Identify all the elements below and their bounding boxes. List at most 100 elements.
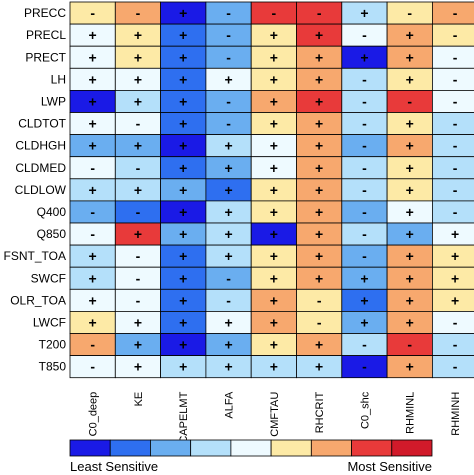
- cell-sign: +: [270, 160, 278, 176]
- cell-sign: +: [89, 116, 97, 132]
- cell-sign: +: [179, 359, 187, 375]
- cell-sign: -: [136, 270, 141, 286]
- cell-sign: -: [272, 5, 277, 21]
- legend-swatch: [190, 439, 232, 457]
- cell-sign: +: [406, 314, 414, 330]
- cell-sign: +: [270, 248, 278, 264]
- cell-sign: -: [407, 337, 412, 353]
- cell-sign: +: [224, 182, 232, 198]
- column-label: CAPELMT: [178, 391, 190, 443]
- cell-sign: +: [179, 93, 187, 109]
- legend-high-label: Most Sensitive: [347, 459, 432, 474]
- cell-sign: +: [315, 337, 323, 353]
- cell-sign: +: [89, 27, 97, 43]
- column-labels: C0_deep KE CAPELMT ALFA CMFTAU RHCRIT C0_shc RH…: [88, 391, 462, 444]
- cell-sign: +: [315, 248, 323, 264]
- cell-sign: -: [226, 5, 231, 21]
- cell-sign: +: [179, 314, 187, 330]
- cell-sign: +: [179, 270, 187, 286]
- cell-sign: -: [362, 71, 367, 87]
- cell-sign: -: [453, 5, 458, 21]
- cell-sign: +: [179, 5, 187, 21]
- cell-sign: +: [360, 49, 368, 65]
- cell-sign: +: [406, 116, 414, 132]
- cell-sign: +: [179, 71, 187, 87]
- cell-sign: +: [270, 71, 278, 87]
- cell-sign: +: [179, 138, 187, 154]
- cell-sign: -: [362, 359, 367, 375]
- cell-sign: +: [270, 292, 278, 308]
- row-labels: PRECC PRECL PRECT LH LWP CLDTOT CLDHGH CLDMED CL…: [4, 6, 67, 374]
- legend-swatch: [230, 439, 272, 457]
- cell-sign: +: [224, 71, 232, 87]
- cell-sign: +: [179, 204, 187, 220]
- column-label: ALFA: [224, 391, 236, 419]
- cell-sign: +: [134, 182, 142, 198]
- cell-sign: +: [315, 71, 323, 87]
- cell-sign: -: [226, 116, 231, 132]
- row-label: LWP: [41, 94, 66, 108]
- cell-sign: -: [90, 204, 95, 220]
- cell-sign: +: [179, 337, 187, 353]
- cell-sign: -: [453, 182, 458, 198]
- row-label: FSNT_TOA: [4, 249, 66, 263]
- cell-sign: +: [360, 292, 368, 308]
- row-label: PRECC: [24, 6, 66, 20]
- row-label: PRECL: [26, 28, 66, 42]
- cell-sign: +: [315, 160, 323, 176]
- cell-sign: -: [453, 93, 458, 109]
- cell-sign: +: [360, 5, 368, 21]
- cell-sign: -: [362, 248, 367, 264]
- cell-sign: -: [407, 5, 412, 21]
- cell-sign: +: [406, 27, 414, 43]
- cell-sign: +: [315, 182, 323, 198]
- cell-sign: +: [451, 248, 459, 264]
- cell-sign: -: [362, 182, 367, 198]
- legend-swatch: [391, 439, 433, 457]
- cell-sign: +: [315, 27, 323, 43]
- cell-sign: -: [317, 292, 322, 308]
- cell-sign: +: [134, 359, 142, 375]
- cell-sign: -: [226, 93, 231, 109]
- cell-sign: +: [270, 116, 278, 132]
- cell-sign: -: [453, 138, 458, 154]
- cell-sign: -: [453, 49, 458, 65]
- cell-sign: +: [315, 226, 323, 242]
- cell-sign: +: [224, 359, 232, 375]
- legend-low-label: Least Sensitive: [70, 459, 158, 474]
- row-label: T200: [39, 338, 67, 352]
- cell-sign: -: [453, 116, 458, 132]
- cell-sign: -: [317, 5, 322, 21]
- cell-sign: +: [224, 314, 232, 330]
- cell-sign: +: [89, 270, 97, 286]
- column-label: RHMINH: [450, 392, 462, 436]
- row-label: Q850: [37, 227, 67, 241]
- cell-sign: +: [270, 270, 278, 286]
- cell-sign: +: [179, 292, 187, 308]
- cell-sign: +: [270, 93, 278, 109]
- cell-sign: +: [406, 270, 414, 286]
- cell-sign: +: [224, 160, 232, 176]
- cell-sign: -: [136, 116, 141, 132]
- cell-sign: -: [453, 160, 458, 176]
- cell-sign: +: [89, 93, 97, 109]
- cell-sign: +: [134, 138, 142, 154]
- heatmap-cell: [431, 355, 474, 379]
- column-label: RHMINL: [405, 392, 417, 434]
- cell-sign: -: [362, 204, 367, 220]
- cell-sign: +: [89, 71, 97, 87]
- cell-sign: +: [179, 49, 187, 65]
- cell-sign: +: [451, 226, 459, 242]
- row-label: OLR_TOA: [10, 293, 66, 307]
- cell-sign: +: [179, 27, 187, 43]
- cell-sign: +: [406, 359, 414, 375]
- cell-sign: +: [89, 292, 97, 308]
- cell-sign: +: [406, 182, 414, 198]
- cell-sign: +: [134, 93, 142, 109]
- cell-sign: -: [136, 5, 141, 21]
- cell-sign: +: [451, 270, 459, 286]
- cell-sign: +: [270, 138, 278, 154]
- cell-sign: +: [406, 71, 414, 87]
- cell-sign: +: [134, 226, 142, 242]
- cell-sign: +: [224, 248, 232, 264]
